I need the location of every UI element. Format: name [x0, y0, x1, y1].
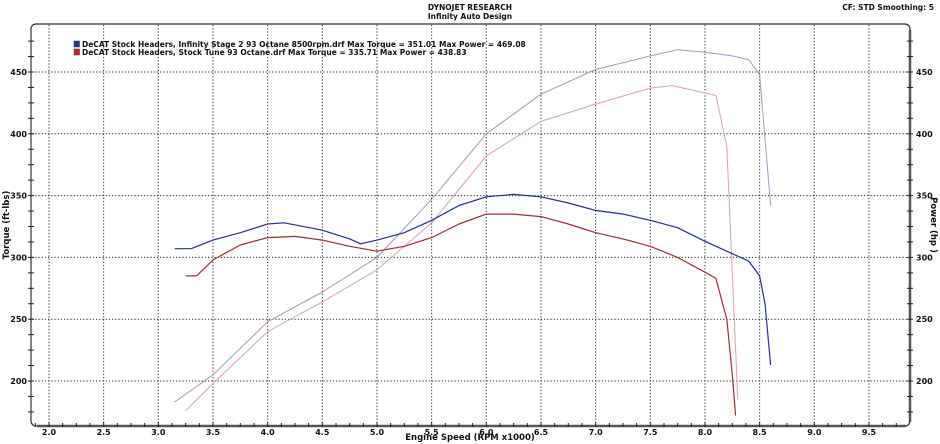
x-tick-label: 3.0 — [151, 428, 166, 437]
legend-entry: DeCAT Stock Headers, Infinity Stage 2 93… — [82, 40, 526, 49]
y2-tick-label: 400 — [916, 130, 933, 139]
y-tick-label: 300 — [10, 253, 27, 262]
y-axis-title-right: Power (hp ) — [928, 197, 938, 253]
chart-title: DYNOJET RESEARCH — [427, 3, 513, 12]
y-tick-label: 350 — [10, 192, 27, 201]
x-tick-label: 7.0 — [589, 428, 604, 437]
x-tick-label: 9.5 — [862, 428, 877, 437]
grid-lines — [32, 25, 909, 425]
x-tick-label: 5.5 — [425, 428, 440, 437]
y2-tick-label: 450 — [916, 68, 933, 77]
torque-curve — [174, 193, 772, 365]
y2-tick-label: 250 — [916, 315, 933, 324]
x-tick-label: 7.5 — [643, 428, 658, 437]
x-tick-label: 4.5 — [315, 428, 330, 437]
x-tick-label: 8.5 — [753, 428, 768, 437]
y-axis-title-left: Torque (ft-lbs) — [2, 191, 12, 260]
power-curve — [185, 85, 739, 412]
y-tick-label: 200 — [10, 377, 27, 386]
y-tick-label: 450 — [10, 68, 27, 77]
x-tick-label: 4.0 — [261, 428, 276, 437]
legend-entry: DeCAT Stock Headers, Stock Tune 93 Octan… — [82, 48, 467, 57]
x-axis-title: Engine Speed (RPM x1000) — [405, 433, 535, 443]
x-tick-label: 3.5 — [206, 428, 221, 437]
plot-frame — [30, 23, 912, 428]
legend-swatch — [73, 48, 80, 56]
x-tick-label: 6.5 — [534, 428, 549, 437]
x-tick-label: 8.0 — [698, 428, 713, 437]
x-tick-label: 2.0 — [42, 428, 57, 437]
x-tick-label: 5.0 — [370, 428, 385, 437]
power-curve — [174, 49, 772, 403]
y2-tick-label: 350 — [916, 192, 933, 201]
legend-swatch — [73, 40, 80, 48]
torque-curve — [185, 213, 737, 416]
data-series — [174, 49, 772, 416]
correction-factor-info: CF: STD Smoothing: 5 — [842, 3, 934, 12]
y-tick-label: 250 — [10, 315, 27, 324]
plot-border — [30, 23, 911, 427]
x-tick-label: 2.5 — [97, 428, 112, 437]
y2-tick-label: 200 — [916, 377, 933, 386]
y-axis-left: 200 250 300 350 400 450 — [10, 40, 34, 413]
y2-tick-label: 300 — [916, 253, 933, 262]
y-axis-right: 200 250 300 350 400 450 — [907, 40, 933, 413]
x-tick-label: 9.0 — [807, 428, 822, 437]
x-axis: 2.0 2.5 3.0 3.5 4.0 4.5 5.0 5.5 6.0 6.5 7.0 7.5 8.0 8… — [34, 422, 897, 437]
y-tick-label: 400 — [10, 130, 27, 139]
x-tick-label: 6.0 — [479, 428, 494, 437]
legend: DeCAT Stock Headers, Infinity Stage 2 93… — [73, 40, 526, 57]
chart-subtitle: Infinity Auto Design — [427, 12, 513, 21]
